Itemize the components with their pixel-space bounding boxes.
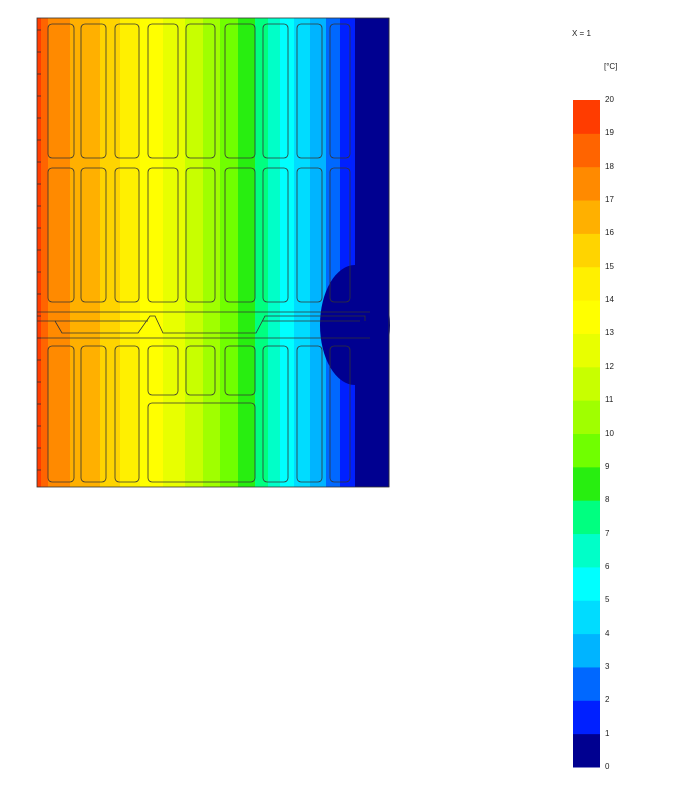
colorbar-tick-label: 20	[605, 95, 614, 104]
colorbar-band	[573, 466, 600, 501]
isotherm-band	[268, 18, 281, 487]
plot-border	[36, 17, 390, 488]
block-cavity	[329, 345, 351, 483]
block-cavity	[224, 23, 256, 159]
colorbar-tick-label: 6	[605, 561, 610, 571]
block-cavity	[147, 167, 179, 303]
isotherm-bulge	[320, 265, 390, 385]
block-cavity	[224, 167, 256, 303]
block-cavity	[262, 23, 289, 159]
block-cavity	[185, 23, 216, 159]
colorbar-tick-label: 17	[605, 195, 614, 205]
block-cavity	[147, 345, 179, 396]
block-cavity	[147, 23, 179, 159]
block-cavity	[329, 167, 351, 303]
block-cavity	[296, 345, 323, 483]
colorbar-band	[573, 133, 600, 168]
block-cavity	[114, 167, 140, 303]
isotherm-band	[294, 18, 311, 487]
isotherm-band	[310, 18, 327, 487]
colorbar-band	[573, 366, 600, 401]
block-cavity	[262, 167, 289, 303]
colorbar-tick-label: 16	[605, 228, 614, 238]
colorbar-band	[573, 433, 600, 468]
colorbar-tick-label: 0	[605, 762, 610, 771]
block-cavity	[296, 23, 323, 159]
colorbar-tick-label: 19	[605, 128, 614, 138]
colorbar-band	[573, 700, 600, 735]
colorbar-tick-label: 14	[605, 295, 614, 305]
isotherm-band	[140, 18, 164, 487]
colorbar-band	[573, 400, 600, 434]
block-cavity	[185, 167, 216, 303]
isotherm-band	[120, 18, 141, 487]
colorbar-band	[573, 600, 600, 635]
colorbar-band	[573, 500, 600, 535]
colorbar-band	[573, 333, 600, 368]
block-cavity	[80, 167, 107, 303]
block-cavity	[114, 345, 140, 483]
colorbar-band	[573, 633, 600, 668]
block-cavity	[262, 345, 289, 483]
block-cavity	[47, 23, 75, 159]
colorbar-tick-label: 15	[605, 261, 614, 271]
block-cavity	[296, 167, 323, 303]
colorbar-band	[573, 666, 600, 701]
construction-outlines	[37, 23, 370, 483]
colorbar-band	[573, 300, 600, 334]
temperature-field	[37, 18, 390, 487]
colorbar-tick-label: 1	[605, 728, 610, 738]
section-label: X = 1	[572, 29, 591, 38]
colorbar-tick-label: 11	[605, 395, 614, 405]
colorbar-band	[573, 266, 600, 301]
isotherm-band	[255, 18, 269, 487]
isotherm-band	[48, 18, 71, 487]
isotherm-band	[185, 18, 204, 487]
colorbar-band	[573, 100, 600, 134]
block-cavity	[224, 345, 256, 396]
colorbar-tick-label: 2	[605, 695, 610, 705]
joint-profile	[37, 315, 366, 334]
isotherm-band	[37, 18, 41, 487]
isotherm-band	[326, 18, 341, 487]
colorbar-tick-label: 8	[605, 495, 610, 505]
isotherm-band	[203, 18, 221, 487]
block-cavity	[80, 23, 107, 159]
colorbar-tick-label: 4	[605, 628, 610, 638]
block-cavity	[80, 345, 107, 483]
block-cavity	[47, 345, 75, 483]
block-cavity	[185, 345, 216, 396]
colorbar-tick-label: 5	[605, 595, 610, 605]
isotherm-band	[238, 18, 256, 487]
isotherm-band	[100, 18, 121, 487]
isotherm-band	[163, 18, 186, 487]
colorbar-band	[573, 566, 600, 601]
block-cavity	[329, 23, 351, 159]
colorbar-tick-label: 9	[605, 461, 610, 471]
isotherm-band	[70, 18, 101, 487]
isotherm-band	[220, 18, 239, 487]
unit-label: [°C]	[604, 62, 618, 71]
colorbar-tick-label: 18	[605, 161, 614, 171]
isotherm-band	[355, 18, 390, 487]
colorbar-tick-label: 12	[605, 361, 614, 371]
isotherm-band	[37, 18, 49, 487]
colorbar-tick-label: 10	[605, 428, 614, 438]
colorbar-band	[573, 733, 600, 768]
colorbar	[573, 100, 600, 768]
colorbar-tick-label: 13	[605, 328, 614, 338]
block-cavity	[114, 23, 140, 159]
isotherm-band	[280, 18, 295, 487]
block-cavity	[147, 402, 256, 483]
colorbar-tick-label: 7	[605, 528, 610, 538]
colorbar-band	[573, 233, 600, 268]
isotherm-band	[340, 18, 356, 487]
colorbar-band	[573, 533, 600, 568]
block-cavity	[47, 167, 75, 303]
colorbar-band	[573, 166, 600, 201]
colorbar-tick-label: 3	[605, 661, 610, 671]
colorbar-band	[573, 200, 600, 234]
